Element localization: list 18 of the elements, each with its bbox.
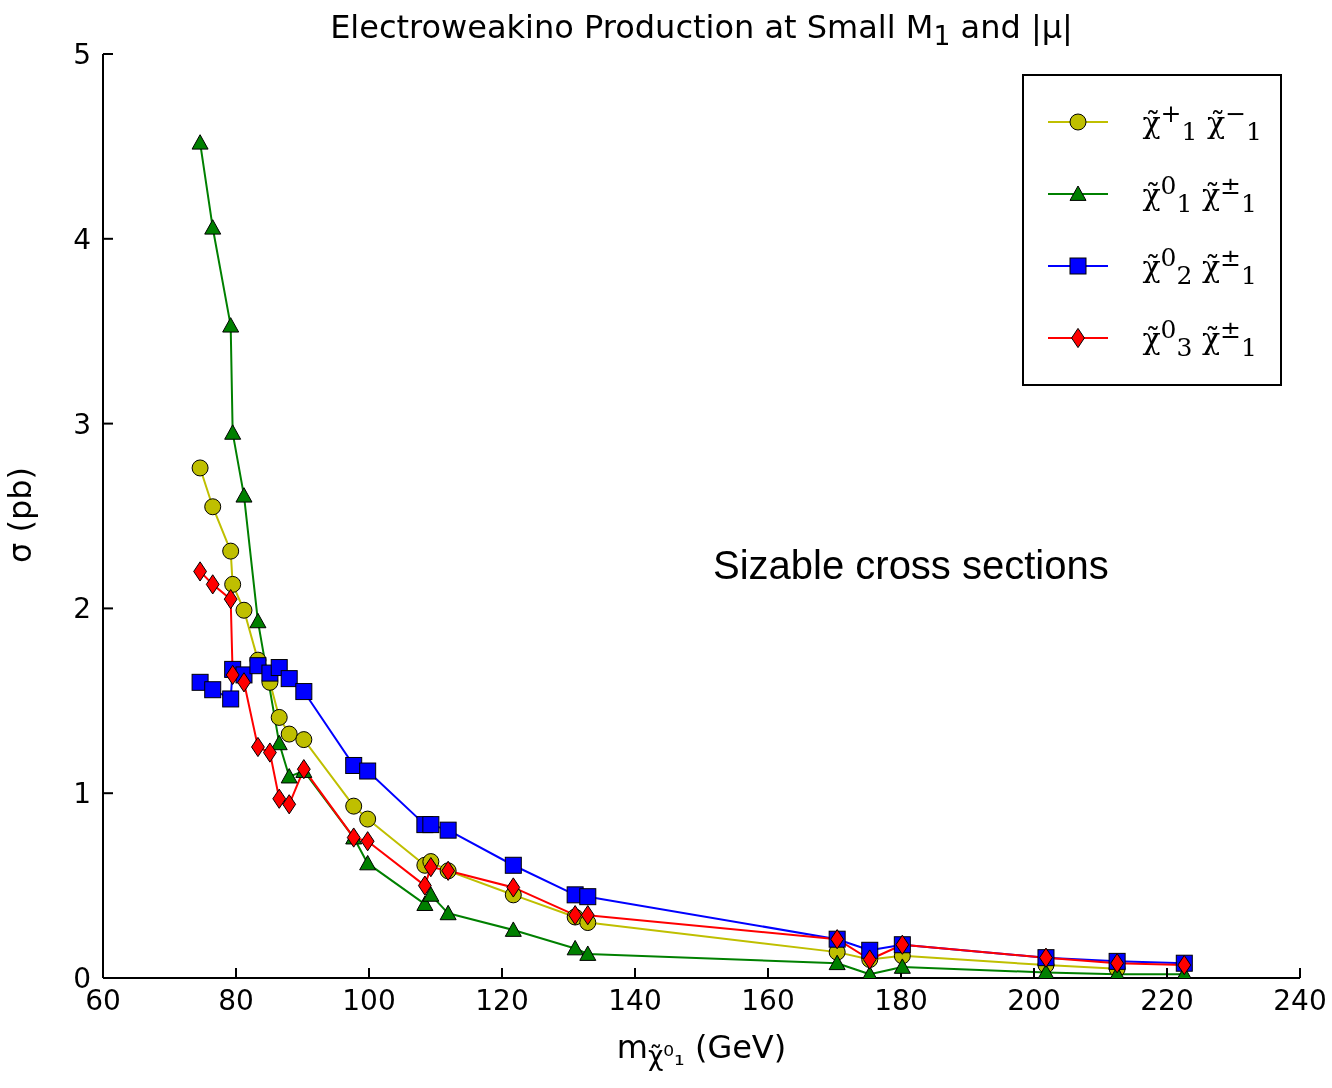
x-tick-label: 200: [1007, 983, 1061, 1017]
y-tick-label: 2: [73, 592, 91, 626]
chart-title: Electroweakino Production at Small M$_{1}$ and |μ|: [329, 8, 1074, 52]
x-tick-label: 240: [1273, 983, 1327, 1017]
x-tick-label: 180: [874, 983, 928, 1017]
x-tick-label: 80: [218, 983, 254, 1017]
x-tick-label: 100: [342, 983, 396, 1017]
y-tick-label: 5: [73, 37, 91, 71]
y-tick-label: 3: [73, 407, 91, 441]
y-axis-title: σ (pb): [1, 466, 39, 566]
x-tick-label: 120: [475, 983, 529, 1017]
x-tick-label: 140: [608, 983, 662, 1017]
x-tick-label: 160: [741, 983, 795, 1017]
y-tick-label: 4: [73, 222, 91, 256]
y-tick-label: 1: [73, 777, 91, 811]
x-tick-label: 220: [1140, 983, 1194, 1017]
annotation: Sizable cross sections: [713, 543, 1109, 588]
x-axis-title: m$_{χ̃⁰₁}$ (GeV): [615, 1028, 788, 1072]
